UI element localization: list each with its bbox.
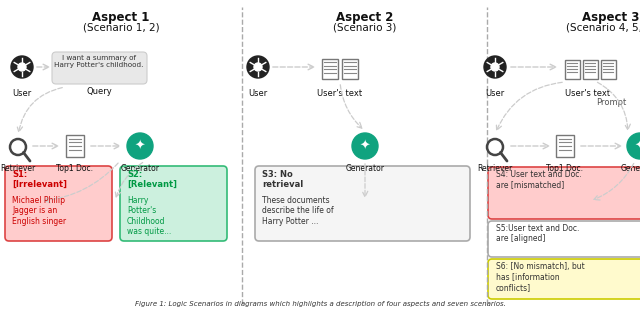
Text: [Irrelevant]: [Irrelevant]	[12, 180, 67, 189]
Circle shape	[11, 56, 33, 78]
Text: retrieval: retrieval	[262, 180, 303, 189]
Text: Generator: Generator	[621, 164, 640, 173]
Bar	[342, 59, 358, 79]
Text: S6: [No mismatch], but
has [information
conflicts]: S6: [No mismatch], but has [information …	[496, 262, 585, 292]
Circle shape	[127, 133, 153, 159]
Text: Generator: Generator	[346, 164, 385, 173]
Text: (Scenario 4, 5, 6): (Scenario 4, 5, 6)	[566, 22, 640, 32]
Text: User: User	[485, 89, 504, 98]
Text: Aspect 2: Aspect 2	[336, 11, 394, 24]
Text: Query: Query	[86, 87, 112, 96]
Circle shape	[254, 63, 262, 71]
Text: Retriever: Retriever	[477, 164, 513, 173]
Bar	[66, 135, 84, 157]
Text: User's text: User's text	[565, 89, 611, 98]
FancyBboxPatch shape	[488, 167, 640, 219]
Text: ✦: ✦	[635, 139, 640, 153]
Circle shape	[627, 133, 640, 159]
Bar	[600, 60, 616, 78]
Text: Generator: Generator	[120, 164, 159, 173]
Text: (Scenario 1, 2): (Scenario 1, 2)	[83, 22, 159, 32]
Text: Top1 Doc.: Top1 Doc.	[547, 164, 584, 173]
Circle shape	[484, 56, 506, 78]
FancyBboxPatch shape	[120, 166, 227, 241]
Text: ✦: ✦	[360, 139, 371, 153]
Text: [Relevant]: [Relevant]	[127, 180, 177, 189]
Text: Figure 1: Logic Scenarios in diagrams which highlights a description of four asp: Figure 1: Logic Scenarios in diagrams wh…	[134, 301, 506, 307]
FancyBboxPatch shape	[52, 52, 147, 84]
Text: Top1 Doc.: Top1 Doc.	[56, 164, 93, 173]
Text: User: User	[248, 89, 268, 98]
FancyBboxPatch shape	[488, 221, 640, 257]
Text: Harry
Potter's
Childhood
was quite...: Harry Potter's Childhood was quite...	[127, 196, 172, 236]
Text: Aspect 1: Aspect 1	[92, 11, 150, 24]
Text: Aspect 3: Aspect 3	[582, 11, 640, 24]
Bar	[564, 60, 579, 78]
Text: ✦: ✦	[135, 139, 145, 153]
Text: S3: No: S3: No	[262, 170, 292, 179]
Text: S4: User text and Doc.
are [mismatched]: S4: User text and Doc. are [mismatched]	[496, 170, 582, 189]
Text: S5:User text and Doc.
are [aligned]: S5:User text and Doc. are [aligned]	[496, 224, 579, 243]
Text: S1:: S1:	[12, 170, 28, 179]
Circle shape	[491, 63, 499, 71]
Text: Prompt: Prompt	[596, 98, 626, 107]
Text: These documents
describe the life of
Harry Potter ...: These documents describe the life of Har…	[262, 196, 333, 226]
Circle shape	[18, 63, 26, 71]
Text: Retriever: Retriever	[1, 164, 36, 173]
Text: I want a summary of
Harry Potter's childhood.: I want a summary of Harry Potter's child…	[54, 55, 144, 68]
Text: (Scenario 3): (Scenario 3)	[333, 22, 397, 32]
Bar	[322, 59, 338, 79]
Bar	[556, 135, 574, 157]
Text: User's text: User's text	[317, 89, 363, 98]
FancyBboxPatch shape	[255, 166, 470, 241]
Circle shape	[247, 56, 269, 78]
FancyBboxPatch shape	[5, 166, 112, 241]
Circle shape	[352, 133, 378, 159]
Text: User: User	[12, 89, 31, 98]
Text: S2:: S2:	[127, 170, 142, 179]
FancyBboxPatch shape	[488, 259, 640, 299]
Text: Michael Philip
Jagger is an
English singer: Michael Philip Jagger is an English sing…	[12, 196, 66, 226]
Bar	[582, 60, 598, 78]
